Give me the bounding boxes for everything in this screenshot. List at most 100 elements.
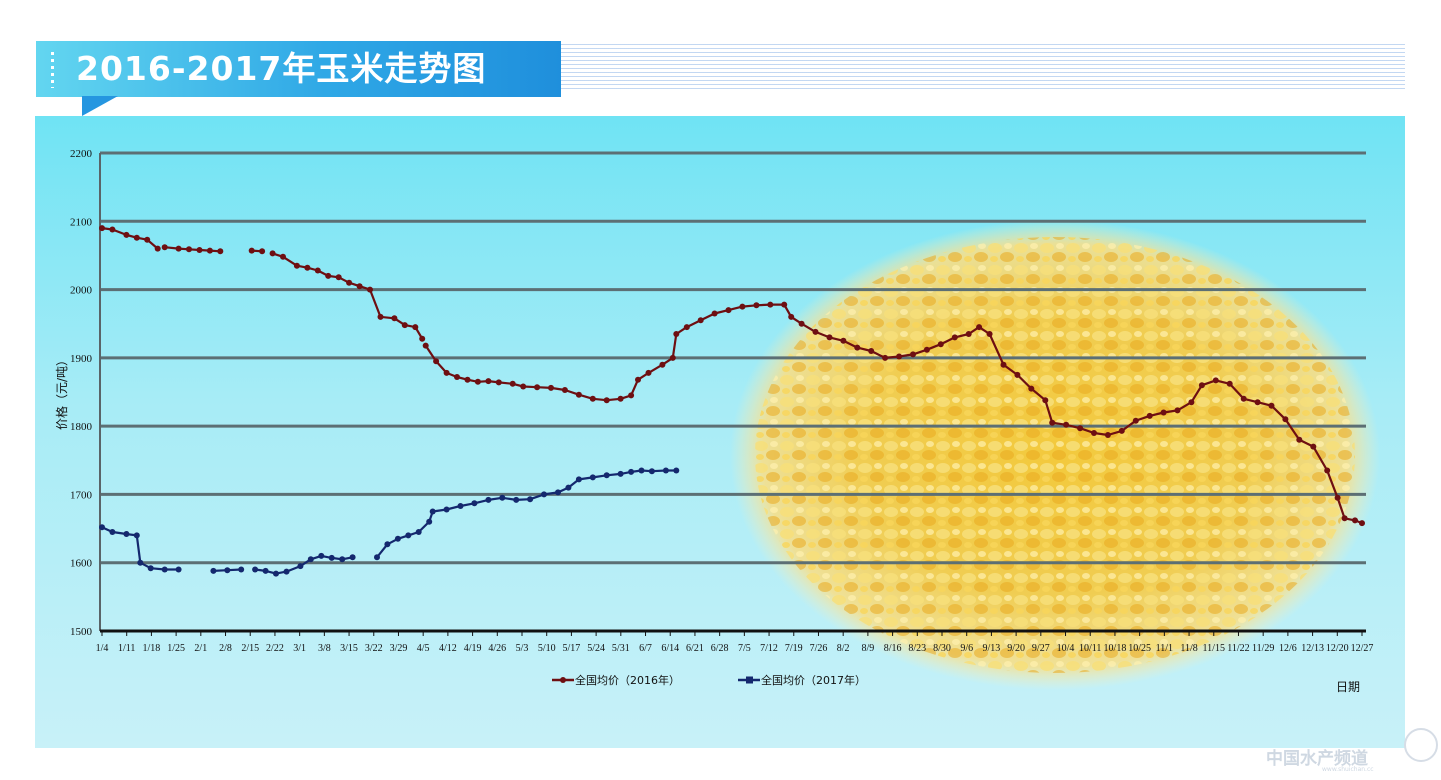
data-point	[346, 279, 353, 286]
data-point	[391, 315, 398, 322]
data-point	[147, 565, 154, 572]
data-point	[840, 337, 847, 344]
data-point	[1296, 436, 1303, 443]
x-tick-label: 6/14	[661, 643, 679, 654]
x-tick-label: 7/19	[785, 643, 803, 654]
data-point	[175, 245, 182, 252]
data-point	[854, 344, 861, 351]
data-point	[457, 503, 464, 509]
data-point	[697, 317, 704, 324]
data-point	[534, 384, 541, 391]
data-point	[1049, 419, 1056, 426]
data-point	[910, 351, 916, 358]
x-tick-label: 11/29	[1252, 643, 1274, 654]
data-point	[767, 301, 774, 308]
data-point	[669, 354, 676, 361]
data-point	[1198, 382, 1205, 389]
data-point	[123, 531, 130, 537]
x-tick-label: 6/21	[686, 643, 704, 654]
data-point	[429, 508, 436, 515]
x-tick-label: 10/11	[1079, 643, 1101, 654]
data-point	[426, 518, 433, 525]
data-point	[868, 348, 875, 354]
y-tick-label: 1700	[70, 489, 93, 501]
x-tick-label: 7/5	[738, 643, 751, 654]
data-point	[513, 496, 520, 503]
data-point	[339, 556, 346, 563]
data-point	[133, 532, 140, 539]
watermark-url: www.shuichan.cc	[1322, 766, 1374, 773]
data-point	[1146, 412, 1153, 419]
x-tick-label: 2/8	[219, 643, 232, 654]
data-point	[464, 376, 471, 383]
data-point	[1014, 371, 1021, 378]
x-tick-label: 5/31	[612, 643, 630, 654]
data-point	[499, 494, 506, 501]
data-point	[617, 470, 624, 477]
data-point	[314, 267, 321, 274]
x-tick-label: 4/12	[439, 643, 457, 654]
data-point	[335, 274, 342, 281]
x-tick-label: 9/6	[960, 643, 973, 654]
x-tick-label: 4/5	[417, 643, 430, 654]
data-point	[1359, 520, 1365, 527]
data-point	[520, 383, 527, 390]
data-point	[628, 392, 635, 399]
x-tick-label: 5/3	[516, 643, 529, 654]
data-point	[1132, 417, 1139, 424]
data-point	[1352, 517, 1358, 524]
data-point	[443, 369, 450, 376]
x-tick-label: 6/28	[711, 643, 729, 654]
data-point	[356, 283, 363, 290]
data-point	[628, 468, 635, 475]
x-tick-label: 1/18	[143, 643, 161, 654]
data-point	[1091, 430, 1097, 436]
y-axis-label: 价格（元/吨）	[54, 354, 69, 430]
data-point	[603, 472, 610, 479]
data-point	[648, 468, 655, 475]
legend-marker	[560, 677, 566, 683]
data-point	[603, 397, 610, 404]
legend-label: 全国均价（2016年）	[575, 673, 680, 687]
data-point	[161, 566, 168, 573]
data-point	[109, 226, 116, 233]
x-tick-label: 1/25	[167, 643, 185, 654]
header-stripes-decoration	[561, 44, 1405, 90]
x-tick-label: 4/26	[488, 643, 506, 654]
x-tick-label: 10/18	[1104, 643, 1127, 654]
x-tick-label: 2/22	[266, 643, 284, 654]
data-point	[725, 307, 732, 314]
data-point	[683, 324, 690, 331]
data-point	[144, 236, 151, 243]
data-point	[882, 354, 889, 361]
data-point	[575, 391, 582, 398]
data-point	[555, 489, 561, 496]
series-line	[376, 469, 677, 558]
y-tick-label: 1800	[70, 421, 93, 433]
data-point	[394, 535, 401, 542]
data-point	[1226, 380, 1233, 387]
x-tick-label: 12/20	[1326, 643, 1349, 654]
y-tick-label: 1900	[70, 353, 93, 365]
data-point	[133, 234, 140, 241]
data-point	[965, 331, 972, 337]
x-tick-label: 12/27	[1351, 643, 1374, 654]
watermark-text: 中国水产频道	[1266, 749, 1368, 769]
data-point	[673, 467, 680, 474]
data-point	[293, 262, 300, 269]
data-point	[154, 245, 161, 252]
data-point	[206, 247, 213, 254]
data-point	[471, 500, 478, 507]
data-point	[923, 346, 930, 353]
data-point	[252, 566, 259, 573]
data-point	[109, 529, 116, 535]
y-tick-label: 2200	[70, 148, 93, 160]
data-point	[1028, 385, 1035, 392]
y-tick-label: 1600	[70, 558, 93, 570]
data-point	[415, 529, 422, 535]
x-tick-label: 9/27	[1032, 643, 1050, 654]
data-point	[1118, 427, 1125, 434]
data-point	[304, 264, 311, 271]
x-tick-label: 12/6	[1279, 643, 1297, 654]
x-tick-label: 11/15	[1203, 643, 1225, 654]
